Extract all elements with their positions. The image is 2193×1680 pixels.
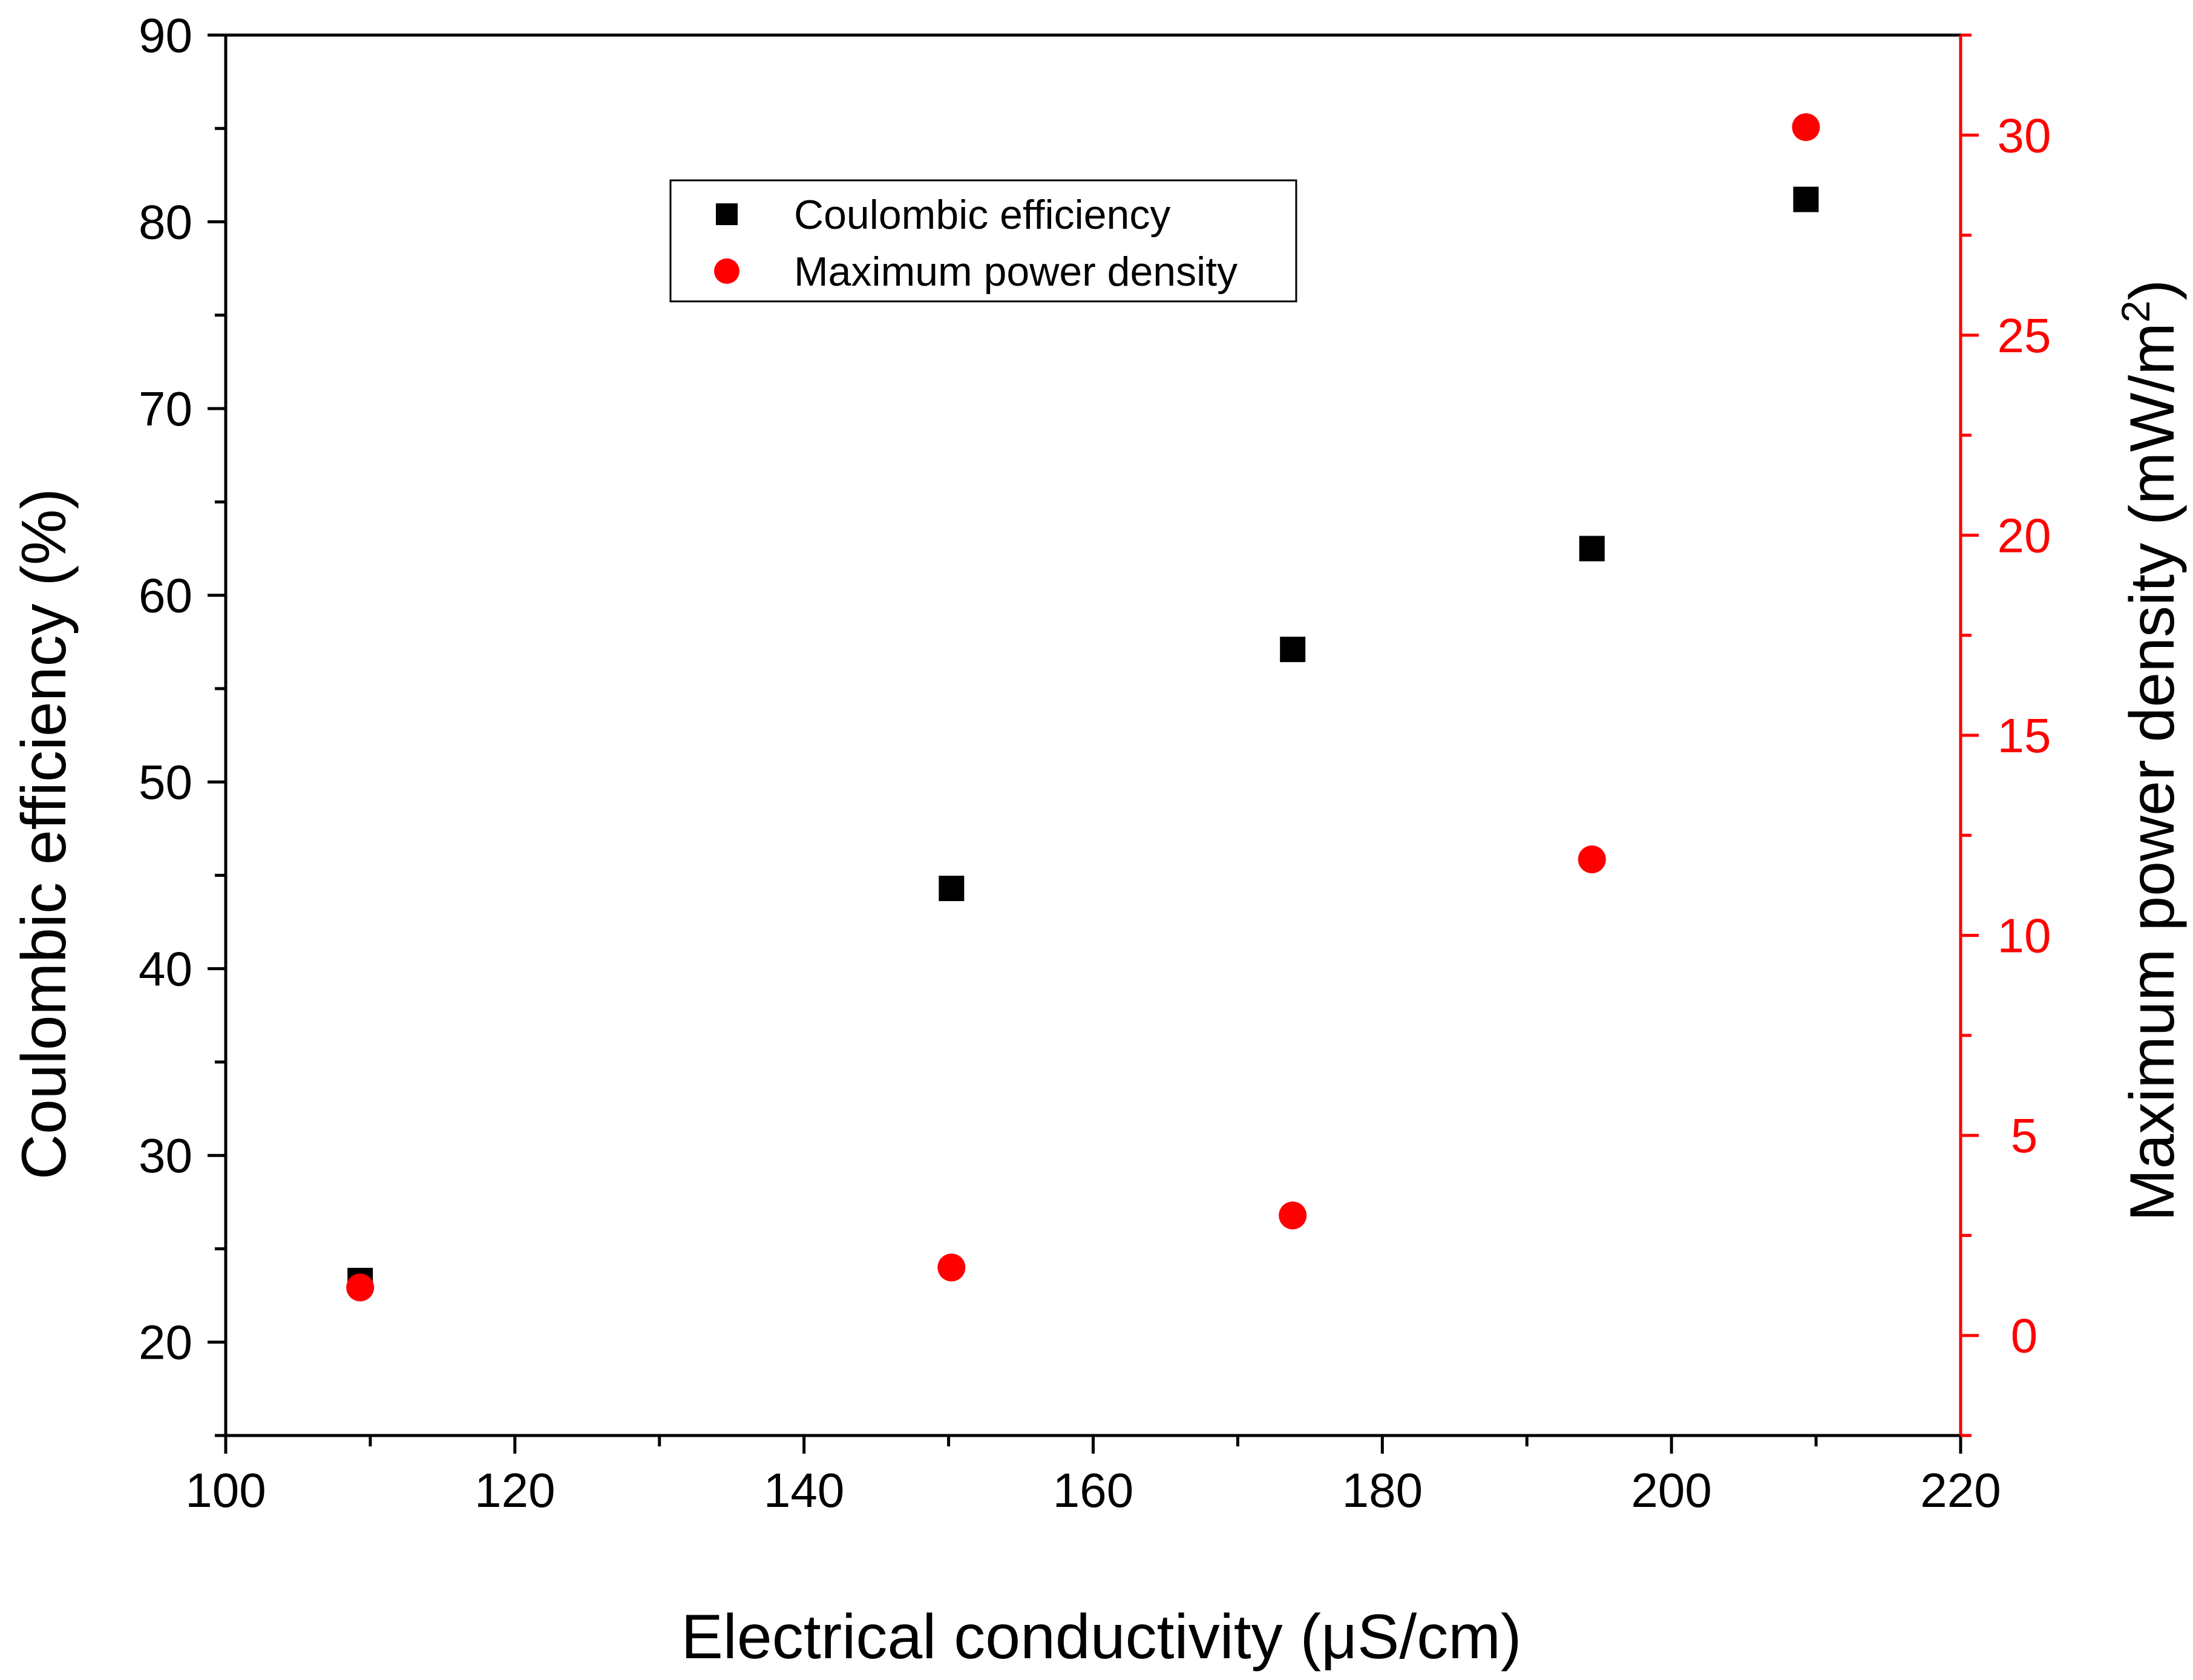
y-axis-title-right: Maximum power density (mW/m2) [2113, 280, 2188, 1221]
legend-label-maximum-power-density: Maximum power density [794, 249, 1237, 295]
maximum-power-density-point-1 [937, 1253, 966, 1282]
y-right-tick-label-15: 15 [1998, 709, 2051, 763]
y-right-tick-label-30: 30 [1998, 108, 2051, 162]
legend-box [669, 179, 1297, 303]
x-tick-label-200: 200 [1631, 1463, 1711, 1517]
y-left-tick-label-30: 30 [139, 1129, 192, 1183]
maximum-power-density-point-2 [1279, 1201, 1307, 1230]
x-axis-title: Electrical conductivity (μS/cm) [681, 1602, 1521, 1672]
x-tick-label-180: 180 [1342, 1463, 1423, 1517]
marks-layer [346, 113, 1820, 1302]
legend-marker-coulombic-efficiency [716, 203, 738, 225]
maximum-power-density-point-3 [1578, 845, 1606, 873]
x-tick-label-120: 120 [474, 1463, 555, 1517]
coulombic-efficiency-point-3 [1579, 536, 1605, 562]
x-tick-label-160: 160 [1053, 1463, 1133, 1517]
y-right-tick-label-10: 10 [1998, 909, 2051, 963]
maximum-power-density-point-4 [1792, 113, 1820, 142]
y-left-tick-label-40: 40 [139, 942, 192, 996]
legend-label-coulombic-efficiency: Coulombic efficiency [794, 192, 1170, 238]
axes-layer: 100 120 140 160 180 200 220 20 30 40 50 60 70 80 90 0 5 1… [139, 8, 2051, 1517]
y-axis-title-left: Coulombic efficiency (%) [9, 488, 79, 1180]
legend-marker-maximum-power-density [714, 258, 739, 284]
legend: Coulombic efficiency Maximum power densi… [669, 179, 1297, 303]
y-right-tick-label-20: 20 [1998, 508, 2051, 562]
coulombic-efficiency-point-4 [1793, 186, 1819, 212]
x-tick-label-100: 100 [185, 1463, 266, 1517]
x-tick-label-220: 220 [1920, 1463, 2001, 1517]
y-right-tick-label-25: 25 [1998, 309, 2051, 363]
y-left-tick-label-50: 50 [139, 755, 192, 809]
y-axis-title-right-main: Maximum power density (mW/m [2117, 323, 2188, 1221]
y-right-tick-label-0: 0 [2011, 1309, 2038, 1363]
coulombic-efficiency-point-2 [1280, 637, 1306, 663]
y-left-tick-label-70: 70 [139, 382, 192, 436]
y-right-tick-label-5: 5 [2011, 1109, 2038, 1163]
y-axis-title-right-sup: 2 [2113, 300, 2158, 323]
y-left-tick-label-90: 90 [139, 8, 192, 62]
y-left-tick-label-60: 60 [139, 569, 192, 623]
y-axis-title-right-end: ) [2117, 280, 2188, 301]
y-left-tick-label-80: 80 [139, 195, 192, 249]
maximum-power-density-point-0 [346, 1273, 375, 1302]
y-left-tick-label-20: 20 [139, 1316, 192, 1370]
coulombic-efficiency-point-1 [939, 875, 965, 901]
x-tick-label-140: 140 [764, 1463, 844, 1517]
